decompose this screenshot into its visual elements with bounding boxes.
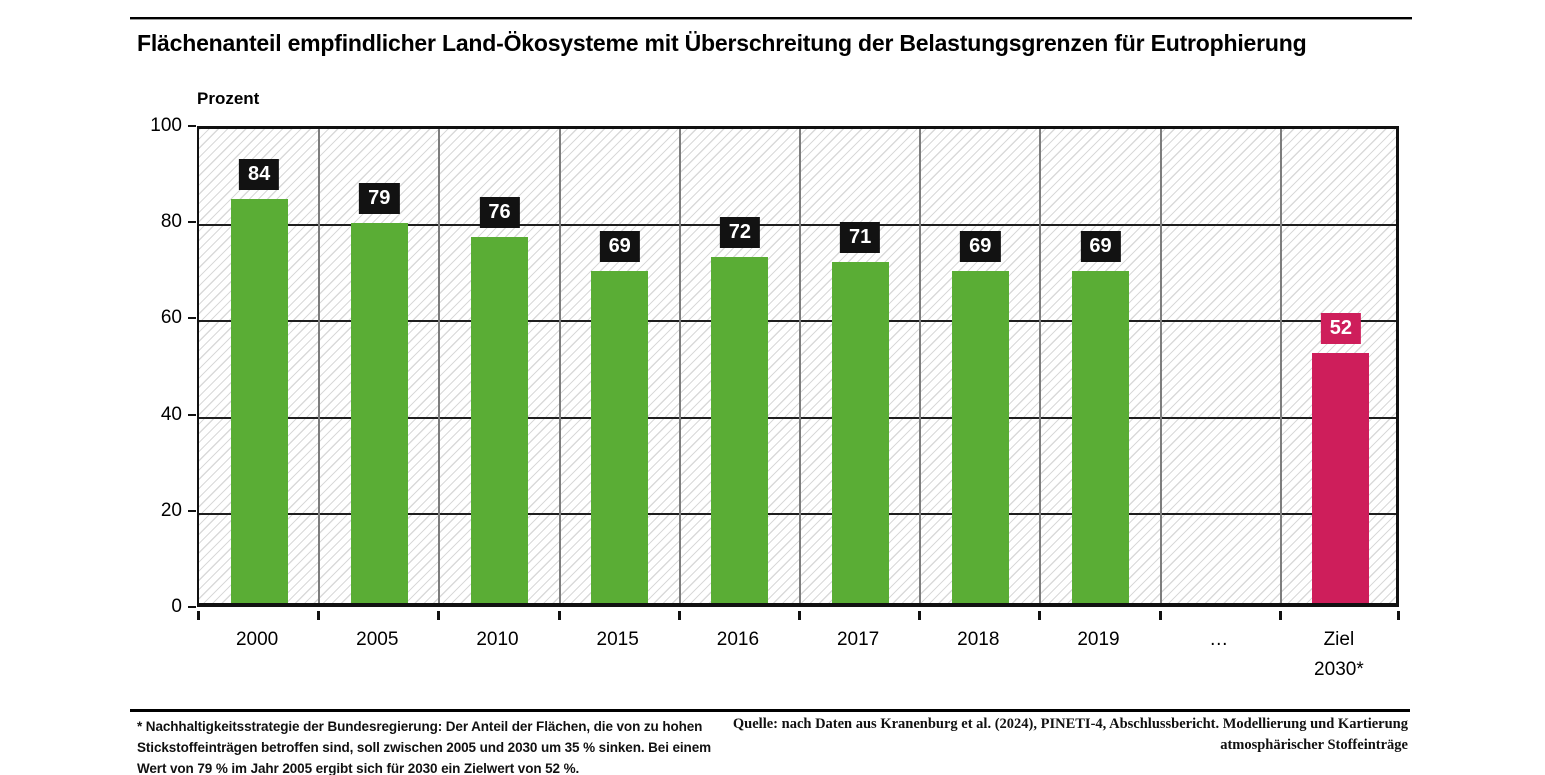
x-category-label-line: 2010 — [476, 629, 519, 650]
vertical-gridline-2 — [438, 129, 441, 603]
vertical-gridline-8 — [1159, 129, 1162, 603]
x-category-label-line: 2019 — [1077, 629, 1120, 650]
x-category-label-2015: 2015 — [597, 625, 639, 655]
x-category-label-2000: 2000 — [236, 625, 278, 655]
x-category-label-2005: 2005 — [356, 625, 398, 655]
x-category-label-line: 2005 — [356, 629, 399, 650]
y-tick-label-40: 40 — [160, 403, 182, 425]
y-tick-label-20: 20 — [160, 499, 182, 521]
x-tick-6 — [918, 611, 922, 620]
x-tick-3 — [557, 611, 561, 620]
x-tick-2 — [437, 611, 441, 620]
x-category-label-2019: 2019 — [1077, 625, 1119, 655]
footnote-target-definition-line-1: * Nachhaltigkeitsstrategie der Bundesreg… — [137, 719, 703, 734]
vertical-gridline-5 — [799, 129, 801, 603]
bar-value-label-2000: 84 — [238, 158, 280, 190]
x-category-label-2010: 2010 — [476, 625, 518, 655]
bar-value-label-2018: 69 — [960, 231, 1001, 263]
bar-value-label-2005: 79 — [359, 183, 400, 215]
bar-2005 — [350, 223, 408, 603]
y-tick-80 — [188, 221, 196, 224]
footnote-target-definition: * Nachhaltigkeitsstrategie der Bundesreg… — [137, 716, 711, 775]
bar-Ziel-2030* — [1312, 352, 1370, 603]
footnote-source: Quelle: nach Daten aus Kranenburg et al.… — [733, 714, 1408, 756]
vertical-gridline-1 — [318, 129, 321, 603]
x-category-label-2018: 2018 — [957, 625, 999, 655]
plot-area: 84 79 76 69 72 71 69 69 52 — [197, 126, 1399, 607]
bar-2010 — [471, 237, 528, 603]
y-tick-60 — [188, 317, 196, 320]
x-tick-4 — [677, 611, 681, 620]
x-category-label-line: 2016 — [716, 629, 760, 650]
bar-value-label-2010: 76 — [479, 197, 520, 229]
footnote-target-definition-line-2: Stickstoffeinträgen betroffen sind, soll… — [137, 740, 712, 755]
horizontal-gridline-20 — [199, 512, 1396, 515]
y-tick-label-80: 80 — [160, 211, 182, 233]
x-category-label-2017: 2017 — [837, 625, 879, 655]
x-category-label-line: Ziel — [1323, 629, 1355, 650]
x-category-label-line: 2017 — [836, 629, 880, 650]
y-tick-0 — [188, 606, 196, 608]
vertical-gridline-4 — [678, 129, 681, 603]
x-tick-8 — [1158, 611, 1162, 620]
footnote-source-line-2: atmosphärischer Stoffeinträge — [1220, 737, 1408, 753]
y-tick-label-0: 0 — [171, 596, 182, 617]
x-category-label-line: … — [1209, 629, 1229, 650]
y-tick-20 — [188, 509, 196, 512]
x-tick-10 — [1397, 611, 1400, 620]
vertical-gridline-9 — [1279, 129, 1282, 603]
horizontal-gridline-80 — [199, 224, 1396, 227]
x-category-label-line: 2018 — [957, 629, 1000, 650]
x-category-label-line: 2030* — [1314, 659, 1364, 680]
x-category-label-Ziel-2030*: Ziel 2030* — [1314, 625, 1364, 685]
x-tick-5 — [798, 611, 801, 620]
y-tick-40 — [188, 413, 196, 416]
x-category-label-line: 2000 — [235, 629, 279, 650]
footnote-divider — [130, 709, 1410, 712]
bar-2016 — [711, 256, 769, 603]
bar-value-label-2015: 69 — [599, 231, 640, 263]
horizontal-gridline-60 — [199, 320, 1396, 323]
x-category-label-…: … — [1209, 625, 1228, 655]
bar-2019 — [1072, 271, 1129, 603]
vertical-gridline-7 — [1039, 129, 1042, 603]
bar-2000 — [230, 198, 288, 603]
x-category-label-2016: 2016 — [717, 625, 759, 655]
bar-value-label-Ziel-2030*: 52 — [1320, 312, 1362, 344]
x-tick-0 — [197, 611, 200, 620]
bar-2015 — [591, 271, 649, 603]
y-tick-100 — [188, 125, 196, 127]
y-tick-label-100: 100 — [150, 115, 182, 136]
x-tick-1 — [317, 611, 321, 620]
chart-title: Flächenanteil empfindlicher Land-Ökosyst… — [137, 30, 1307, 56]
x-tick-7 — [1038, 611, 1042, 620]
x-category-label-line: 2015 — [596, 629, 639, 650]
footnote-source-line-1: Quelle: nach Daten aus Kranenburg et al.… — [732, 716, 1408, 732]
bar-value-label-2019: 69 — [1080, 231, 1121, 263]
bar-2018 — [951, 271, 1009, 603]
vertical-gridline-3 — [558, 129, 561, 603]
y-tick-label-60: 60 — [160, 307, 182, 329]
y-axis-unit-label: Prozent — [197, 89, 260, 108]
bar-value-label-2017: 71 — [839, 221, 881, 253]
x-tick-9 — [1278, 611, 1282, 620]
vertical-gridline-6 — [919, 129, 922, 603]
top-divider — [130, 17, 1412, 20]
footnote-target-definition-line-3: Wert von 79 % im Jahr 2005 ergibt sich f… — [137, 761, 580, 775]
bar-2017 — [831, 261, 889, 603]
horizontal-gridline-40 — [199, 416, 1396, 419]
bar-value-label-2016: 72 — [719, 216, 761, 248]
